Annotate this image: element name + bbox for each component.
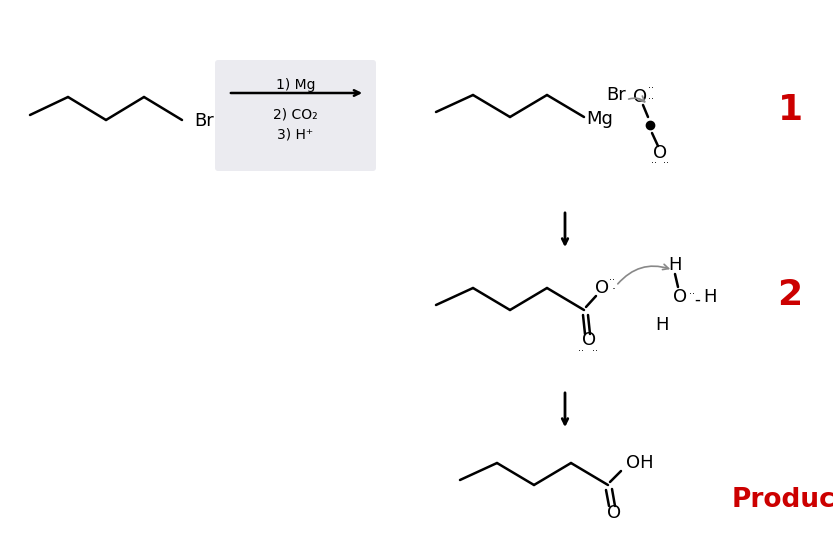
- Text: O: O: [607, 504, 621, 522]
- Text: ··: ··: [648, 94, 654, 104]
- Text: 2: 2: [777, 278, 802, 312]
- Text: ··: ··: [578, 346, 584, 356]
- Text: O: O: [673, 288, 687, 306]
- Text: Product: Product: [731, 487, 835, 513]
- Text: O: O: [595, 279, 609, 297]
- Text: 1: 1: [777, 93, 802, 127]
- Text: ··: ··: [689, 289, 695, 299]
- Text: O: O: [582, 331, 596, 349]
- Text: H: H: [668, 256, 681, 274]
- Text: O: O: [633, 88, 647, 106]
- Text: H: H: [655, 316, 669, 334]
- Text: 3) H⁺: 3) H⁺: [277, 128, 314, 142]
- Text: 2) CO₂: 2) CO₂: [273, 108, 318, 122]
- Text: O: O: [653, 144, 667, 162]
- Text: OH: OH: [626, 454, 654, 472]
- Text: 1) Mg: 1) Mg: [276, 78, 316, 92]
- Text: -: -: [694, 291, 700, 309]
- Text: ··: ··: [651, 158, 657, 168]
- Text: ·: ·: [612, 283, 616, 296]
- Text: ··: ··: [592, 346, 598, 356]
- Text: H: H: [703, 288, 716, 306]
- Text: Mg: Mg: [586, 110, 614, 128]
- Text: Br: Br: [194, 112, 214, 130]
- Text: ··: ··: [648, 83, 654, 93]
- FancyBboxPatch shape: [215, 60, 376, 171]
- Text: Br: Br: [606, 86, 626, 104]
- Text: ··: ··: [609, 275, 615, 285]
- Text: ··: ··: [663, 158, 669, 168]
